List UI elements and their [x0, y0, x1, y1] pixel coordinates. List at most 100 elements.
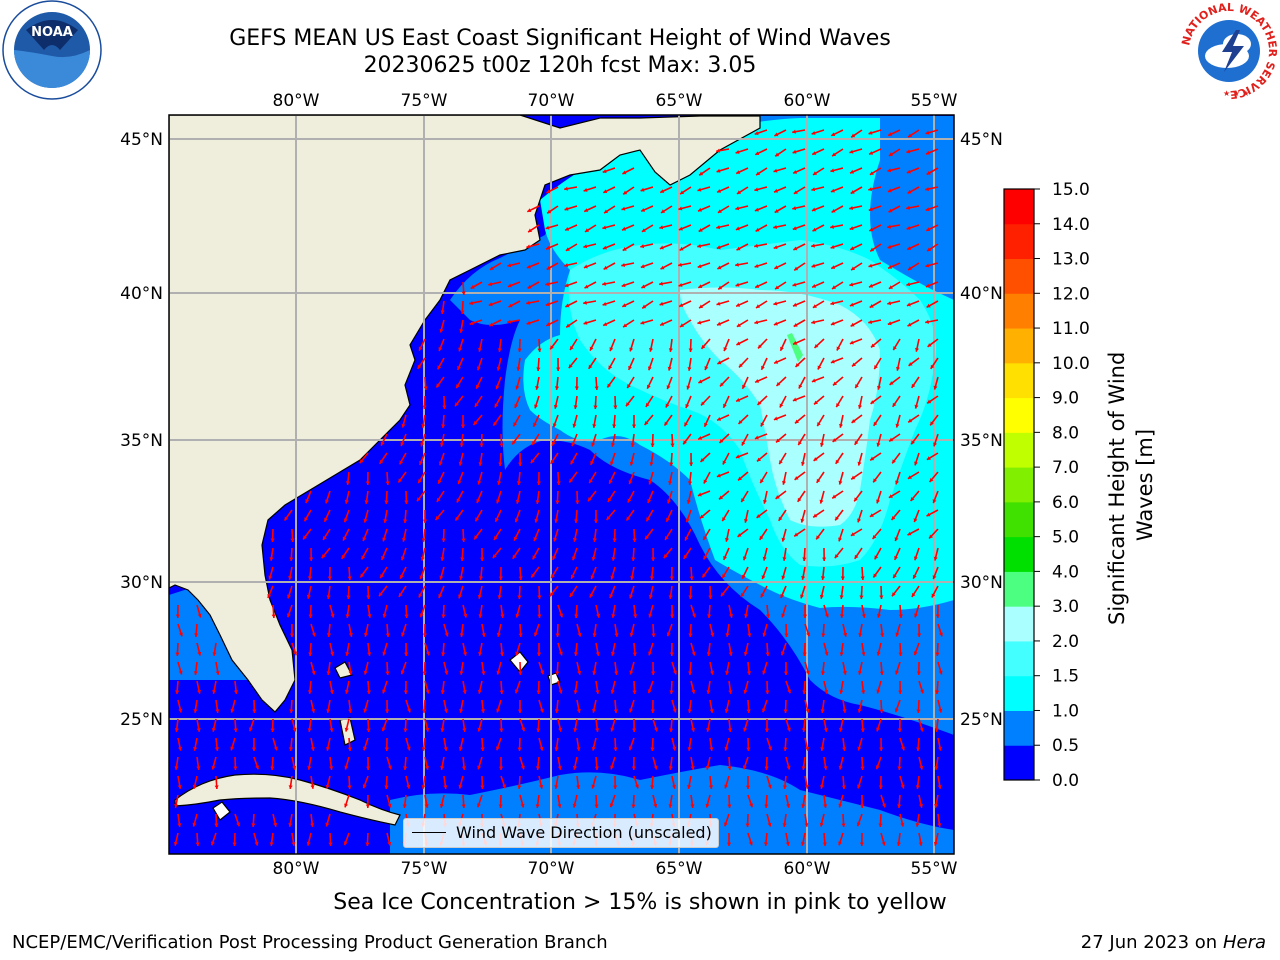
wave-arrow-head	[801, 766, 806, 770]
wave-arrow-head	[596, 613, 601, 618]
wave-arrow-head	[603, 322, 608, 326]
wave-arrow-head	[212, 652, 217, 656]
wave-arrow-head	[363, 518, 368, 523]
wave-arrow-head	[850, 246, 855, 250]
wave-arrow-head	[645, 535, 649, 540]
wave-arrow-head	[532, 441, 536, 445]
wave-arrow-head	[306, 594, 311, 599]
wave-arrow-head	[233, 728, 238, 732]
sea-ice-footnote: Sea Ice Concentration > 15% is shown in …	[333, 890, 947, 915]
wave-arrow-head	[518, 633, 523, 637]
wave-arrow-head	[687, 367, 692, 371]
wave-arrow-head	[381, 727, 386, 732]
wave-arrow-head	[383, 519, 388, 523]
wave-arrow-head	[325, 499, 329, 504]
wave-arrow-head	[701, 344, 706, 349]
wave-arrow-head	[480, 557, 485, 561]
wave-arrow-head	[849, 302, 854, 307]
wave-arrow-head	[849, 226, 854, 231]
wave-arrow-head	[925, 263, 930, 268]
wave-arrow-head	[868, 320, 873, 324]
wave-arrow-head	[801, 804, 806, 808]
wave-arrow-head	[913, 651, 918, 656]
wave-arrow-head	[476, 366, 481, 371]
wave-arrow-head	[385, 709, 390, 713]
wave-arrow-head	[230, 708, 235, 713]
wave-arrow-head	[668, 595, 673, 599]
wave-arrow-head	[535, 766, 541, 770]
wave-arrow-head	[474, 402, 479, 407]
wave-arrow-head	[680, 323, 684, 327]
wave-arrow-head	[811, 320, 816, 325]
wave-arrow-head	[382, 537, 387, 542]
wave-arrow-head	[236, 822, 241, 827]
lon-label-top: 80°W	[273, 91, 320, 111]
wave-arrow-head	[879, 671, 884, 675]
wave-arrow-head	[859, 595, 864, 599]
wave-arrow-head	[754, 243, 758, 248]
wave-arrow-head	[906, 226, 911, 230]
wave-arrow-head	[459, 671, 464, 675]
wave-arrow-head	[270, 728, 275, 732]
wave-arrow-head	[798, 384, 803, 389]
wave-arrow-head	[906, 282, 911, 287]
wave-arrow-head	[797, 497, 802, 502]
wave-arrow-head	[546, 245, 550, 250]
map-frame	[168, 114, 955, 855]
wave-arrow-head	[739, 363, 743, 368]
wave-arrow-head	[911, 592, 916, 597]
wave-arrow-head	[746, 709, 751, 713]
wave-arrow-head	[927, 343, 932, 347]
wave-arrow-head	[388, 765, 392, 770]
wave-arrow-head	[215, 709, 220, 713]
wave-arrow-head	[632, 690, 637, 694]
wave-arrow-head	[691, 651, 696, 656]
wave-arrow-head	[583, 320, 588, 325]
wave-arrow-head	[613, 785, 618, 789]
wave-arrow-head	[724, 784, 729, 789]
wave-arrow-head	[648, 613, 653, 618]
wave-arrow-head	[868, 207, 873, 212]
wave-arrow-head	[913, 518, 918, 523]
wave-arrow-head	[632, 538, 637, 542]
colorbar-bin	[1004, 467, 1034, 503]
wave-arrow-head	[558, 651, 563, 656]
wave-arrow-head	[651, 557, 656, 561]
wave-arrow-head	[633, 614, 638, 618]
wave-arrow-head	[611, 557, 616, 561]
wave-arrow-head	[917, 633, 922, 637]
wave-arrow-head	[765, 690, 770, 694]
wave-arrow-head	[868, 263, 873, 268]
wave-arrow-head	[898, 614, 903, 618]
wave-arrow-head	[440, 728, 445, 732]
wave-arrow-head	[700, 458, 705, 462]
north-america-land	[169, 115, 761, 713]
wave-arrow-head	[403, 766, 408, 770]
wave-arrow-head	[672, 708, 677, 713]
wave-arrow-head	[641, 284, 646, 289]
wave-arrow-head	[742, 556, 747, 561]
wave-arrow-head	[783, 709, 788, 713]
wave-arrow-head	[929, 478, 934, 482]
wave-arrow-head	[876, 727, 880, 732]
wave-arrow-head	[908, 133, 913, 138]
wave-arrow-head	[849, 149, 854, 154]
wave-arrow-head	[908, 362, 913, 366]
legend-line-sample	[412, 832, 446, 833]
wave-arrow-head	[670, 443, 675, 447]
wave-arrow-head	[438, 594, 443, 598]
wave-arrow-head	[701, 401, 705, 406]
wave-arrow-head	[914, 404, 919, 409]
colorbar-bin	[1004, 501, 1034, 538]
wave-arrow-head	[892, 592, 896, 597]
wave-arrow-head	[735, 226, 740, 231]
wave-arrow-head	[703, 536, 707, 541]
wave-arrow-head	[784, 633, 789, 637]
wave-arrow-head	[532, 555, 537, 560]
wave-arrow-head	[441, 652, 446, 656]
wave-arrow-head	[802, 652, 807, 656]
wave-arrow-head	[326, 671, 331, 675]
wave-arrow-head	[870, 247, 875, 252]
wave-arrow-head	[481, 633, 486, 637]
